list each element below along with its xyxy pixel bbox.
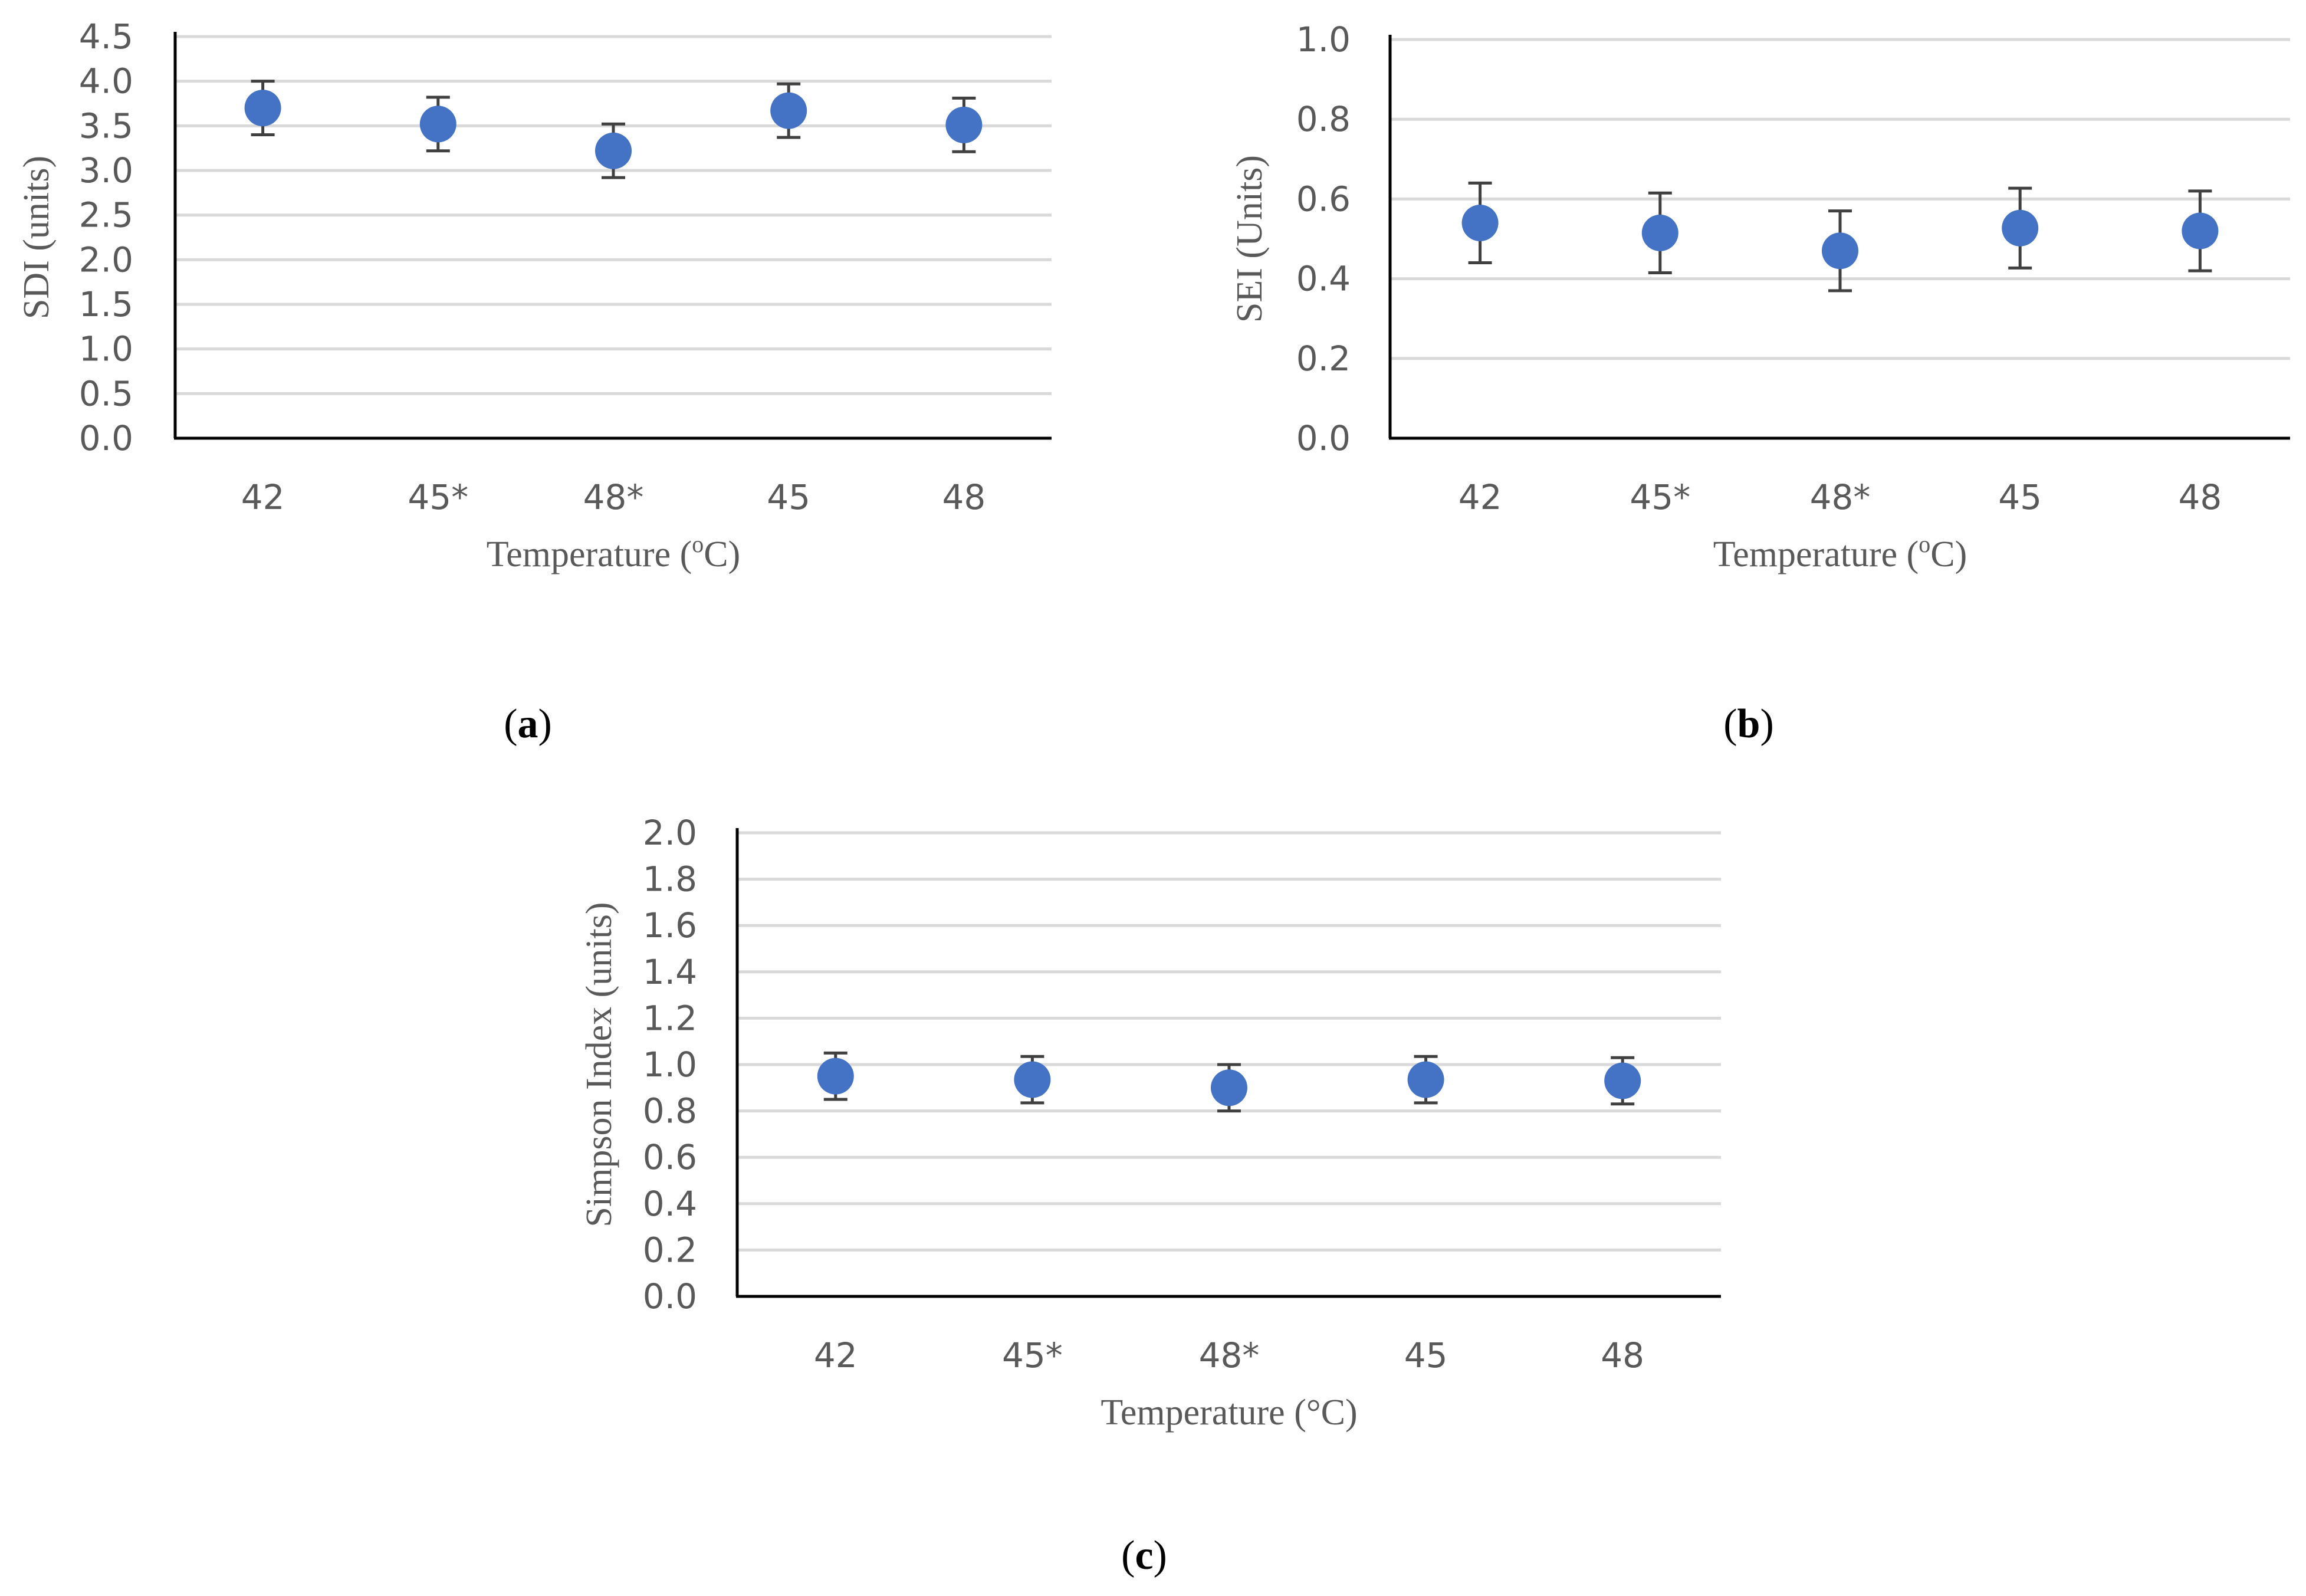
- y-tick-label: 4.5: [79, 17, 133, 57]
- data-point: [1461, 204, 1499, 241]
- y-tick-label: 1.2: [643, 998, 697, 1038]
- x-axis-title-superscript: o: [692, 531, 704, 557]
- y-tick-label: 1.5: [79, 284, 133, 324]
- x-tick-label: 45: [767, 477, 810, 517]
- x-axis-title: Temperature (°C): [1101, 1393, 1357, 1433]
- data-point: [244, 90, 281, 127]
- panel-label: (c): [1121, 1533, 1167, 1578]
- data-point: [817, 1058, 854, 1095]
- x-tick-label: 48*: [1810, 477, 1871, 517]
- y-tick-label: 2.0: [79, 239, 133, 280]
- x-tick-label: 45: [1998, 477, 2042, 517]
- x-tick-label: 48: [1601, 1335, 1644, 1375]
- x-tick-label: 48: [942, 477, 986, 517]
- x-axis-title: Temperature (oC): [487, 531, 741, 574]
- y-tick-label: 3.0: [79, 150, 133, 191]
- x-axis-title-suffix: C): [704, 534, 740, 574]
- data-point: [419, 106, 456, 143]
- panel-label-letter: b: [1737, 701, 1760, 747]
- panel-label-open: (: [504, 701, 517, 747]
- data-point: [770, 92, 807, 129]
- x-axis-title: Temperature (oC): [1713, 531, 1967, 574]
- y-tick-label: 0.8: [643, 1091, 697, 1131]
- y-tick-label: 1.0: [1296, 19, 1351, 60]
- y-tick-label: 0.5: [79, 373, 133, 413]
- panel-label: (b): [1723, 701, 1774, 747]
- panel-label-close: ): [1154, 1533, 1167, 1578]
- y-tick-label: 0.0: [79, 418, 133, 458]
- data-point: [1407, 1061, 1444, 1098]
- x-tick-label: 48: [2178, 477, 2222, 517]
- y-tick-label: 0.2: [1296, 339, 1351, 379]
- panel-label-close: ): [538, 701, 552, 747]
- x-tick-label: 45*: [1002, 1335, 1063, 1375]
- y-axis-title: SEI (Units): [1230, 155, 1270, 323]
- y-tick-label: 1.8: [643, 859, 697, 899]
- y-tick-label: 0.8: [1296, 99, 1351, 139]
- x-axis-title-suffix: C): [1930, 534, 1967, 574]
- x-axis-title-text: Temperature (: [1713, 534, 1919, 574]
- y-tick-label: 0.2: [643, 1230, 697, 1270]
- x-tick-label: 45*: [1630, 477, 1690, 517]
- y-tick-label: 3.5: [79, 106, 133, 146]
- y-tick-label: 0.0: [643, 1276, 697, 1316]
- data-point: [1014, 1061, 1051, 1098]
- y-tick-label: 0.6: [1296, 179, 1351, 219]
- chart-panel-c: 0.0 0.2 0.4 0.6 0.8 1.0 1.2 1.4 1.6 1.8 2.0 42 45* 48…: [579, 813, 1721, 1578]
- y-tick-label: 1.6: [643, 905, 697, 945]
- y-axis-title: Simpson Index (units): [579, 902, 619, 1227]
- data-point: [2182, 212, 2219, 249]
- x-tick-label: 48*: [583, 477, 644, 517]
- data-point: [1822, 232, 1858, 270]
- x-tick-label: 45*: [408, 477, 468, 517]
- y-tick-label: 1.0: [79, 329, 133, 369]
- x-tick-label: 42: [814, 1335, 858, 1375]
- data-point: [1641, 214, 1678, 251]
- data-point: [945, 106, 983, 143]
- x-tick-label: 48*: [1199, 1335, 1260, 1375]
- panel-label-open: (: [1723, 701, 1737, 747]
- data-point: [2002, 209, 2039, 247]
- data-point: [1211, 1069, 1247, 1106]
- x-axis-title-superscript: o: [1919, 531, 1930, 557]
- data-point: [595, 132, 632, 169]
- y-tick-label: 0.4: [643, 1184, 697, 1224]
- chart-panel-b: 0.0 0.2 0.4 0.6 0.8 1.0 42 45* 48* 45 48 Temperatur…: [1230, 19, 2290, 747]
- y-tick-label: 2.0: [643, 813, 697, 853]
- panel-label-close: ): [1760, 701, 1773, 747]
- panel-label-open: (: [1121, 1533, 1135, 1578]
- panel-label-letter: c: [1135, 1533, 1153, 1578]
- y-tick-label: 1.4: [643, 952, 697, 992]
- x-axis-title-text: Temperature (: [487, 534, 692, 574]
- x-axis-title-text: Temperature (°C): [1101, 1393, 1357, 1433]
- x-tick-label: 45: [1404, 1335, 1448, 1375]
- x-tick-label: 42: [241, 477, 285, 517]
- data-point: [1604, 1062, 1641, 1099]
- chart-panel-a: 0.0 0.51.0 1.52.02.53.03.5 4.04.5 42 45* 48* 45…: [17, 17, 1052, 747]
- y-tick-label: 0.6: [643, 1137, 697, 1177]
- y-tick-label: 2.5: [79, 195, 133, 235]
- y-tick-label: 4.0: [79, 61, 133, 101]
- panel-label: (a): [504, 701, 552, 747]
- y-tick-label: 0.0: [1296, 418, 1351, 458]
- y-axis-title: SDI (units): [17, 156, 57, 319]
- y-tick-label: 0.4: [1296, 259, 1351, 299]
- x-tick-label: 42: [1459, 477, 1502, 517]
- y-tick-label: 1.0: [643, 1045, 697, 1085]
- panel-label-letter: a: [518, 701, 538, 747]
